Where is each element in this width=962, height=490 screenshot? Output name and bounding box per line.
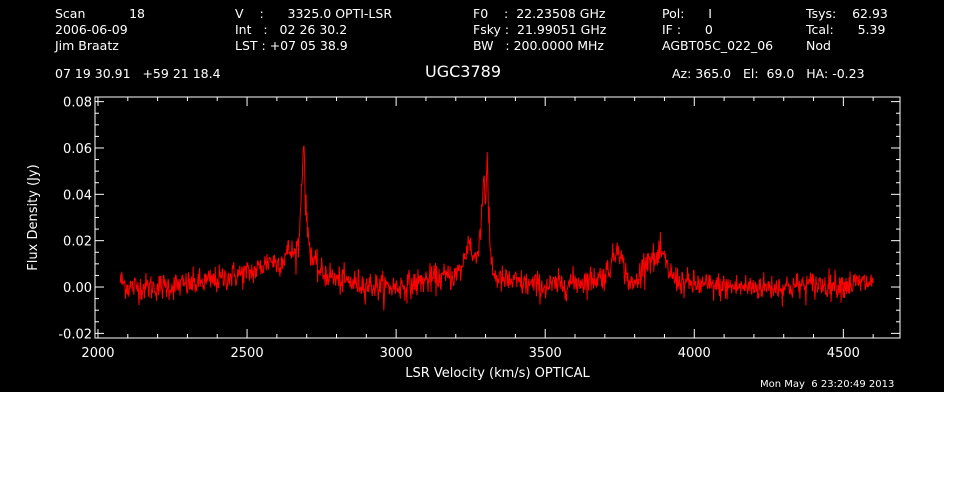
lst-info: LST : +07 05 38.9 <box>235 38 348 53</box>
tcal: Tcal: 5.39 <box>806 22 886 37</box>
x-tick-label: 4500 <box>827 346 860 361</box>
procedure: Nod <box>806 38 831 53</box>
velocity-info: V : 3325.0 OPTI-LSR <box>235 6 393 21</box>
y-tick-label: 0.06 <box>63 142 92 157</box>
pointing-info: Az: 365.0 El: 69.0 HA: -0.23 <box>672 66 865 81</box>
if-number: IF : 0 <box>662 22 713 37</box>
plot-timestamp: Mon May 6 23:20:49 2013 <box>760 379 895 390</box>
y-tick-label: 0.08 <box>63 96 92 111</box>
tsys: Tsys: 62.93 <box>806 6 888 21</box>
rest-frequency: F0 : 22.23508 GHz <box>473 6 606 21</box>
x-tick-label: 3500 <box>529 346 562 361</box>
scan-label: Scan 18 <box>55 6 146 21</box>
y-tick-label: 0.02 <box>63 235 92 250</box>
source-coordinates: 07 19 30.91 +59 21 18.4 <box>55 66 221 81</box>
polarization: Pol: I <box>662 6 712 21</box>
spectrum-line <box>119 145 874 311</box>
integration-time: Int : 02 26 30.2 <box>235 22 348 37</box>
x-tick-label: 4000 <box>678 346 711 361</box>
observer-name: Jim Braatz <box>55 38 119 53</box>
plot-frame <box>94 96 901 339</box>
y-tick-label: -0.02 <box>58 327 92 342</box>
x-tick-label: 2000 <box>81 346 114 361</box>
spectrum-plot: 2000 2500 3000 3500 4000 4500 -0.02 0.00 0.02 0.0… <box>26 96 901 381</box>
x-tick-label: 2500 <box>231 346 264 361</box>
project-id: AGBT05C_022_06 <box>662 38 774 53</box>
sky-frequency: Fsky : 21.99051 GHz <box>473 22 607 37</box>
observation-date: 2006-06-09 <box>55 22 128 37</box>
bandwidth: BW : 200.0000 MHz <box>473 38 604 53</box>
x-tick-label: 3000 <box>380 346 413 361</box>
source-name: UGC3789 <box>425 62 501 81</box>
x-axis-title: LSR Velocity (km/s) OPTICAL <box>405 366 590 381</box>
y-axis-title: Flux Density (Jy) <box>26 164 41 270</box>
y-tick-label: 0.00 <box>63 281 92 296</box>
y-tick-label: 0.04 <box>63 188 92 203</box>
spectrum-panel <box>0 0 944 392</box>
